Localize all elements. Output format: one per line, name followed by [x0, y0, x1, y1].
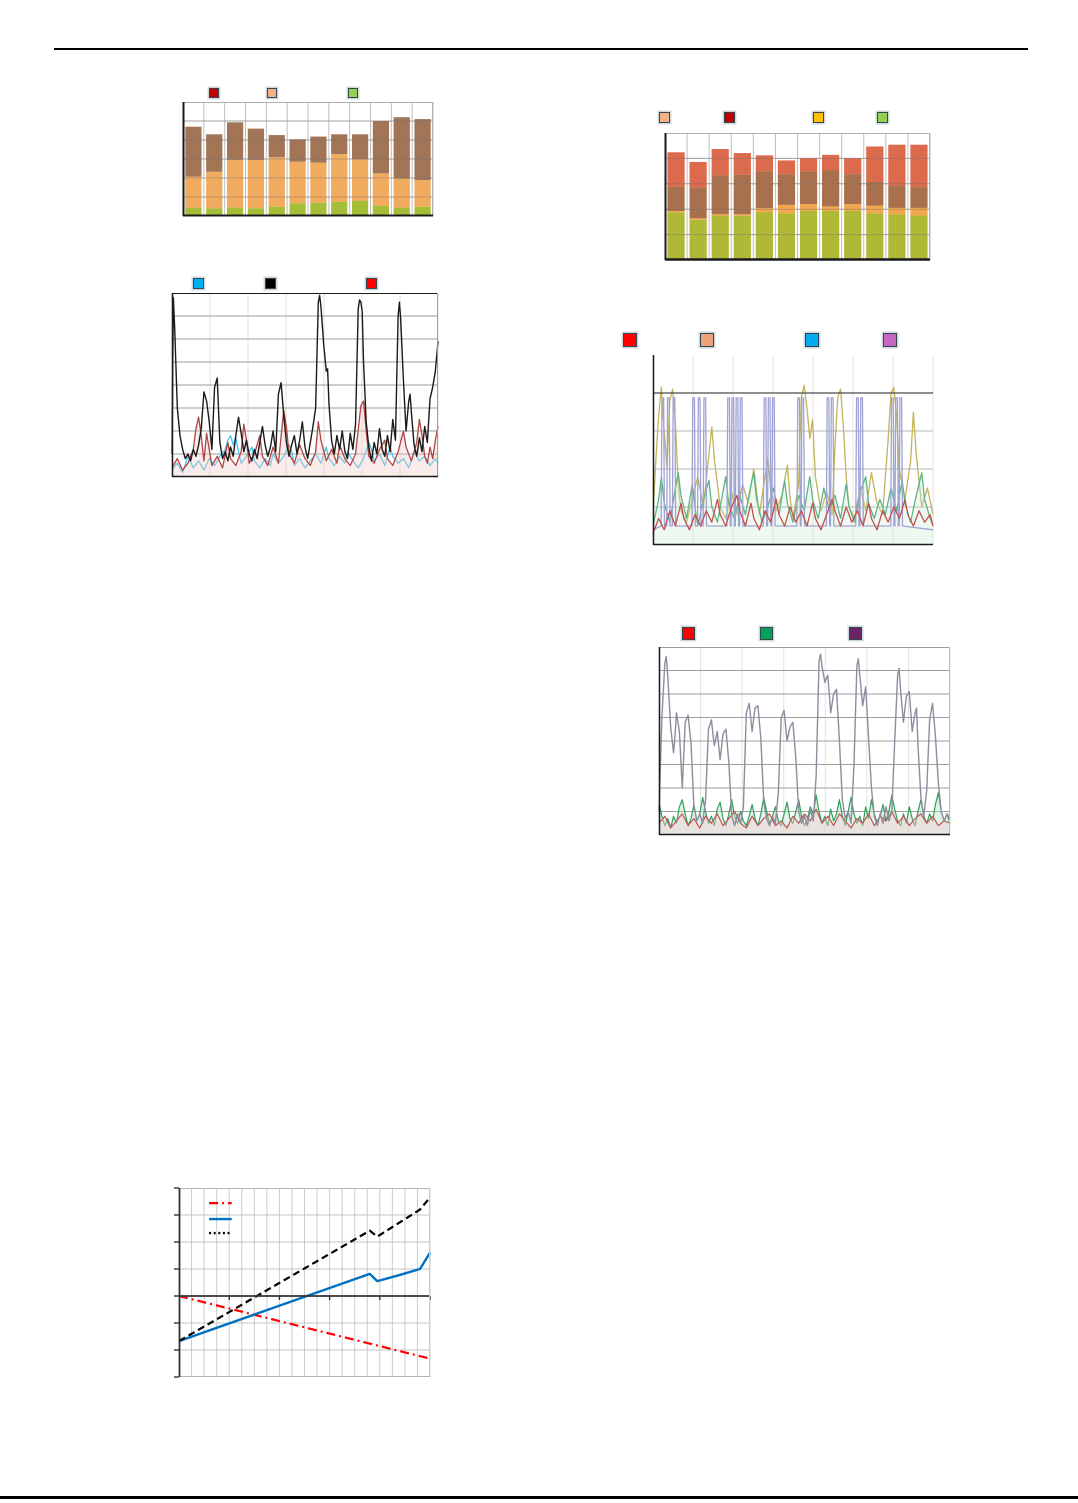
header-rule: [54, 48, 1028, 50]
stacked-bar-chart-top-left: [182, 102, 434, 217]
footer-rule: [0, 1496, 1078, 1499]
line-chart-bottom-left: [174, 1187, 432, 1378]
legend-swatch-red: [682, 627, 695, 640]
legend-swatch-blue: [805, 333, 819, 347]
legend-swatch-peach: [267, 88, 277, 98]
legend-swatch-green: [877, 112, 888, 123]
legend-swatch-red: [366, 278, 377, 289]
legend-swatch-red: [724, 112, 735, 123]
legend-swatch-green: [348, 88, 358, 98]
stacked-bar-chart-top-right: [664, 133, 931, 261]
legend-swatch-purple: [849, 627, 862, 640]
legend-swatch-green: [760, 627, 773, 640]
legend-swatch-cyan: [193, 278, 204, 289]
legend-swatch-peach: [659, 112, 670, 123]
legend-swatch-red: [623, 333, 637, 347]
legend-swatch-red: [209, 88, 219, 98]
line-chart-lower-right: [658, 647, 951, 836]
legend-swatch-peach: [700, 333, 714, 347]
line-chart-mid-right: [652, 355, 934, 546]
legend-swatch-black: [265, 278, 276, 289]
legend-swatch-yellow: [813, 112, 824, 123]
line-chart-mid-left: [171, 293, 439, 478]
legend-swatch-magenta: [883, 333, 897, 347]
